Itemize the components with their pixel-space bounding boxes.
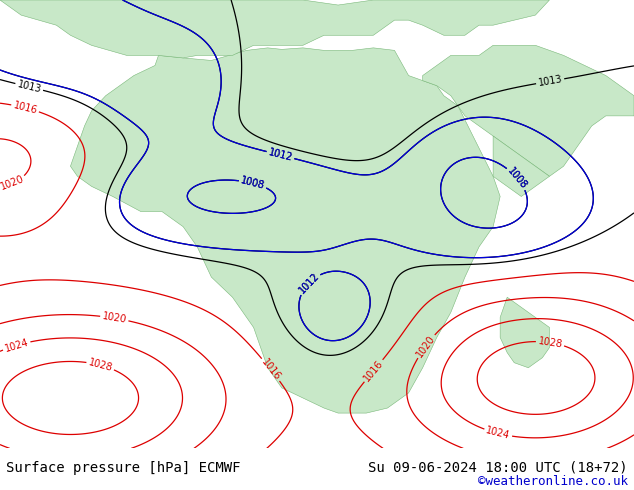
Polygon shape — [0, 0, 550, 58]
Text: 1020: 1020 — [101, 311, 127, 325]
Text: 1012: 1012 — [297, 271, 321, 295]
Text: 1008: 1008 — [240, 175, 266, 191]
Text: 1012: 1012 — [268, 147, 294, 163]
Text: ©weatheronline.co.uk: ©weatheronline.co.uk — [477, 475, 628, 488]
Text: 1020: 1020 — [415, 333, 437, 359]
Text: Su 09-06-2024 18:00 UTC (18+72): Su 09-06-2024 18:00 UTC (18+72) — [368, 461, 628, 475]
Text: 1020: 1020 — [0, 174, 25, 192]
Text: Surface pressure [hPa] ECMWF: Surface pressure [hPa] ECMWF — [6, 461, 241, 475]
Text: 1024: 1024 — [485, 425, 511, 441]
Text: 1013: 1013 — [537, 74, 563, 88]
Polygon shape — [70, 48, 500, 413]
Text: 1013: 1013 — [16, 79, 42, 95]
Text: 1016: 1016 — [12, 100, 38, 116]
Text: 1008: 1008 — [505, 166, 529, 191]
Text: 1016: 1016 — [259, 357, 282, 382]
Text: 1016: 1016 — [362, 358, 385, 383]
Text: 1012: 1012 — [297, 271, 321, 295]
Text: 1012: 1012 — [268, 147, 294, 163]
Polygon shape — [423, 46, 634, 176]
Text: 1028: 1028 — [537, 336, 563, 349]
Text: 1008: 1008 — [505, 166, 529, 191]
Text: 1008: 1008 — [240, 175, 266, 191]
Text: 1028: 1028 — [87, 357, 113, 373]
Polygon shape — [500, 297, 550, 368]
Polygon shape — [493, 136, 550, 196]
Text: 1024: 1024 — [3, 337, 30, 354]
